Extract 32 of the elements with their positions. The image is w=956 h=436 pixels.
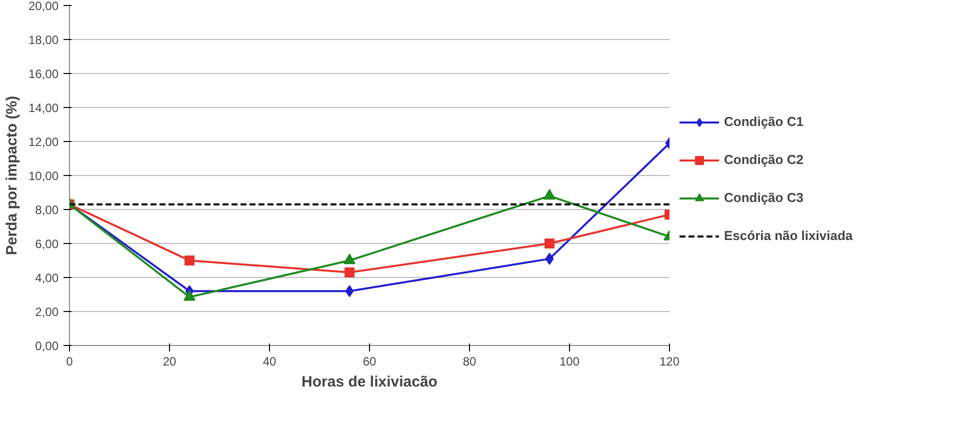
point xyxy=(544,189,556,200)
y-tick-label: 10,00 xyxy=(28,169,59,183)
legend-label: Escória não lixiviada xyxy=(724,228,853,243)
y-tick-label: 12,00 xyxy=(28,135,59,149)
legend-label: Condição C2 xyxy=(724,152,804,167)
x-tick-label: 20 xyxy=(162,354,176,368)
x-tick-label: 60 xyxy=(362,354,376,368)
y-tick-label: 4,00 xyxy=(35,271,59,285)
y-tick-label: 14,00 xyxy=(28,101,59,115)
point xyxy=(344,267,354,278)
y-tick-label: 8,00 xyxy=(35,203,59,217)
y-tick-label: 2,00 xyxy=(35,305,59,319)
y-tick-label: 18,00 xyxy=(28,33,59,47)
x-axis-title: Horas de lixiviacão xyxy=(302,374,438,390)
y-tick-label: 16,00 xyxy=(28,67,59,81)
legend-label: Condição C1 xyxy=(724,114,804,129)
x-tick-label: 100 xyxy=(559,354,580,368)
x-tick-label: 0 xyxy=(66,354,74,368)
legend-label: Condição C3 xyxy=(724,190,804,205)
y-tick-label: 0,00 xyxy=(35,339,59,353)
point xyxy=(184,290,196,301)
point xyxy=(544,238,554,248)
x-tick-label: 80 xyxy=(462,354,476,368)
x-tick-label: 120 xyxy=(659,354,680,368)
point xyxy=(345,285,354,298)
y-tick-label: 20,00 xyxy=(28,0,59,13)
y-axis-title: Perda por impacto (%) xyxy=(3,96,20,256)
y-tick-label: 6,00 xyxy=(35,237,59,251)
point xyxy=(344,254,356,264)
x-tick-label: 40 xyxy=(262,354,276,368)
point xyxy=(545,252,554,265)
point xyxy=(184,256,194,266)
